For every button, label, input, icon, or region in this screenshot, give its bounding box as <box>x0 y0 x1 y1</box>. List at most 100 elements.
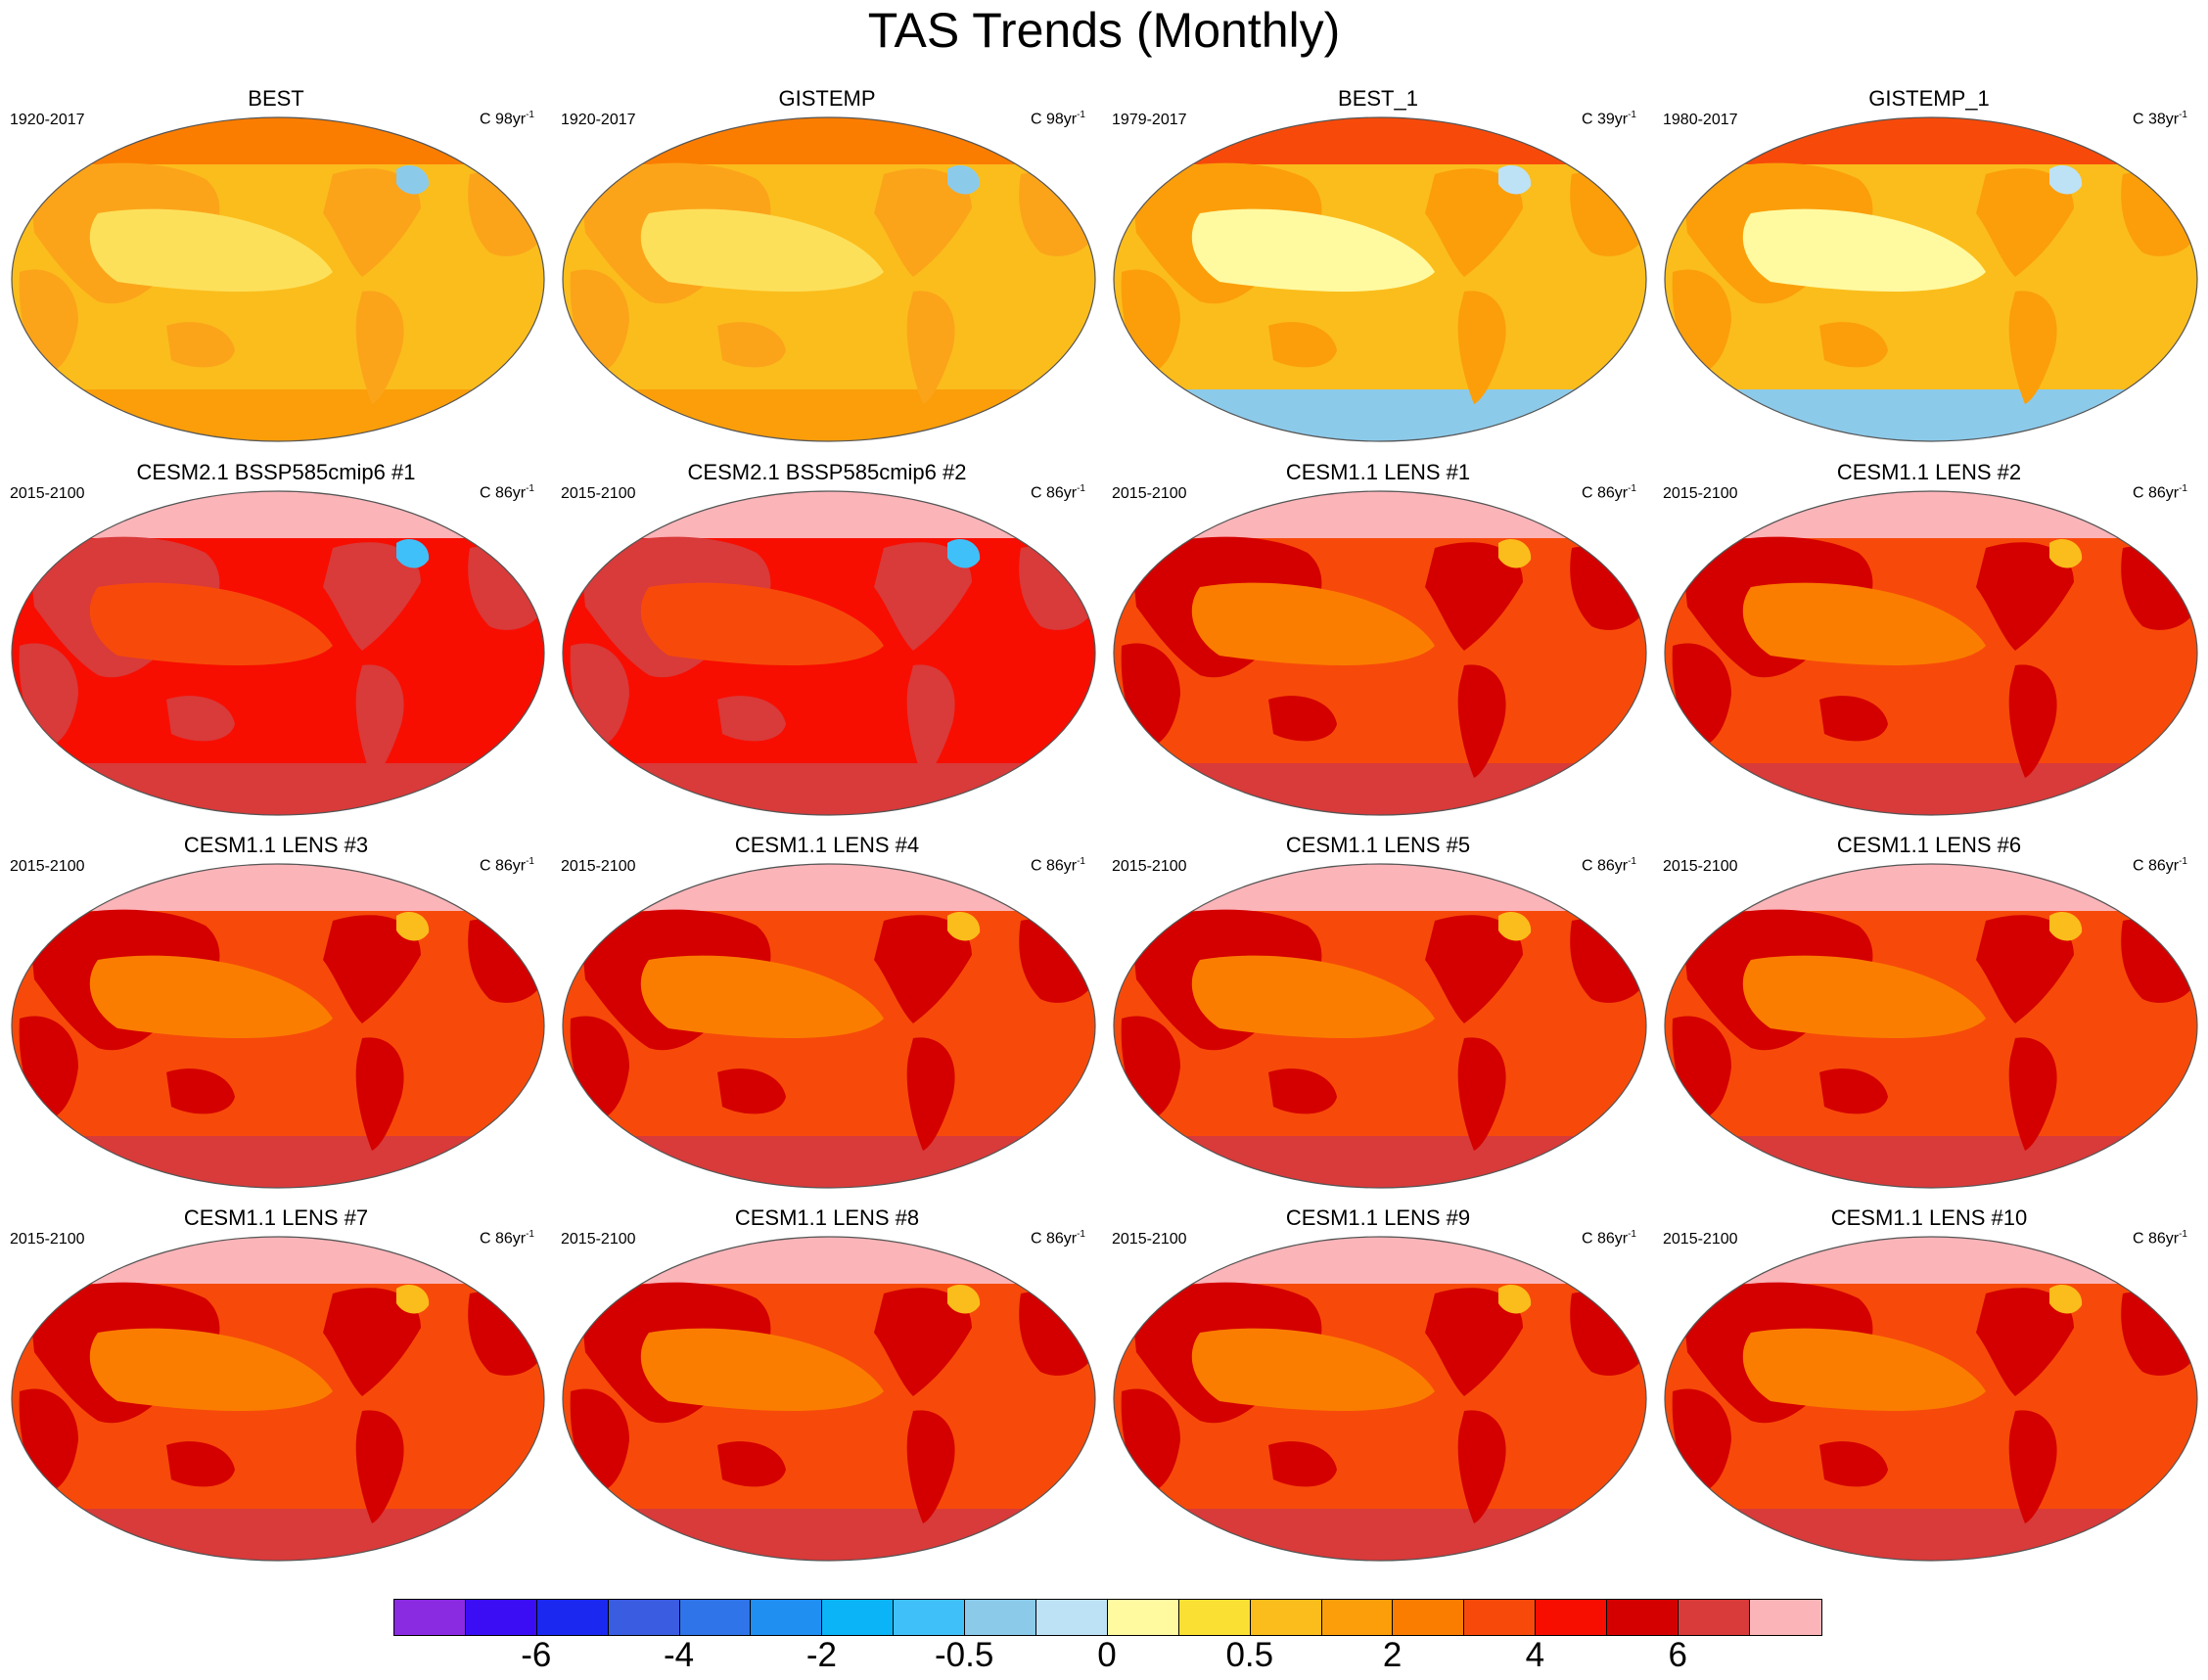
world-map <box>562 863 1096 1189</box>
panel-units: C 86yr-1 <box>479 483 534 502</box>
map-panel: BEST_1 1979-2017 C 39yr-1 <box>1104 86 1652 442</box>
southern-band <box>12 389 544 441</box>
panel-title: CESM1.1 LENS #2 <box>1836 460 2022 484</box>
figure-title: TAS Trends (Monthly) <box>867 3 1341 58</box>
southern-band <box>12 1136 544 1188</box>
highlight-spot <box>947 912 981 941</box>
colorbar-swatch <box>465 1600 537 1635</box>
highlight-spot <box>2049 912 2083 941</box>
panel-title: CESM1.1 LENS #7 <box>183 1205 369 1230</box>
map-outline <box>1113 863 1647 1189</box>
panel-units: C 86yr-1 <box>2132 1229 2187 1248</box>
colorbar-tick-label: 2 <box>1382 1636 1403 1674</box>
world-map <box>11 490 545 816</box>
australia-landmass <box>166 696 235 742</box>
australia-landmass <box>717 322 786 368</box>
southern-band <box>563 389 1095 441</box>
arctic-band <box>1114 1237 1646 1284</box>
panel-units: C 86yr-1 <box>1581 856 1636 875</box>
north-america-landmass <box>323 1288 421 1396</box>
panel-title: CESM1.1 LENS #3 <box>183 833 369 857</box>
south-america-landmass <box>2008 664 2057 778</box>
southern-band <box>1114 763 1646 815</box>
panel-period: 2015-2100 <box>561 1231 636 1248</box>
panel-title: CESM1.1 LENS #1 <box>1285 460 1471 484</box>
map-panel: CESM2.1 BSSP585cmip6 #2 2015-2100 C 86yr-1 <box>553 460 1101 816</box>
colorbar-swatch <box>1679 1600 1750 1635</box>
tropical-band <box>1742 582 1986 665</box>
panel-units: C 86yr-1 <box>1030 1229 1085 1248</box>
australia-landmass <box>1819 696 1888 742</box>
world-map <box>1113 490 1647 816</box>
highlight-spot <box>2049 165 2083 195</box>
colorbar-swatch <box>965 1600 1037 1635</box>
colorbar-swatch <box>1536 1600 1608 1635</box>
highlight-spot <box>2049 1285 2083 1314</box>
panel-units: C 98yr-1 <box>479 110 534 128</box>
highlight-spot <box>396 539 430 568</box>
map-panel: CESM1.1 LENS #9 2015-2100 C 86yr-1 <box>1104 1205 1652 1562</box>
north-america-landmass <box>1976 168 2074 277</box>
panel-period: 2015-2100 <box>561 858 636 875</box>
world-map <box>562 116 1096 442</box>
panel-period: 2015-2100 <box>10 858 85 875</box>
map-panel: CESM1.1 LENS #7 2015-2100 C 86yr-1 <box>2 1205 550 1562</box>
panel-period: 2015-2100 <box>1112 1231 1187 1248</box>
colorbar-swatch <box>751 1600 823 1635</box>
australia-landmass <box>166 322 235 368</box>
tropical-band <box>640 955 884 1038</box>
panel-title: BEST <box>248 86 304 111</box>
australia-landmass <box>1268 696 1337 742</box>
arctic-band <box>563 491 1095 538</box>
highlight-spot <box>396 165 430 195</box>
world-map <box>11 116 545 442</box>
world-map <box>1664 116 2198 442</box>
panel-period: 2015-2100 <box>10 485 85 502</box>
australia-landmass <box>1819 322 1888 368</box>
panel-units: C 86yr-1 <box>1581 483 1636 502</box>
arctic-band <box>1665 117 2197 164</box>
panel-period: 2015-2100 <box>1663 485 1738 502</box>
panel-title: CESM2.1 BSSP585cmip6 #2 <box>687 460 967 484</box>
colorbar-swatch <box>1250 1600 1322 1635</box>
colorbar-swatch <box>1178 1600 1251 1635</box>
map-outline <box>562 863 1096 1189</box>
world-map <box>1113 863 1647 1189</box>
southern-band <box>1665 1136 2197 1188</box>
north-america-landmass <box>874 1288 972 1396</box>
map-outline <box>11 116 545 442</box>
highlight-spot <box>1498 1285 1532 1314</box>
arctic-band <box>1665 491 2197 538</box>
panel-title: CESM1.1 LENS #8 <box>734 1205 920 1230</box>
tropical-band <box>1191 1328 1435 1411</box>
panel-period: 2015-2100 <box>1663 858 1738 875</box>
southern-band <box>12 1509 544 1561</box>
map-panel: CESM1.1 LENS #2 2015-2100 C 86yr-1 <box>1655 460 2203 816</box>
southern-band <box>563 1509 1095 1561</box>
map-outline <box>11 490 545 816</box>
panel-title: CESM1.1 LENS #10 <box>1830 1205 2028 1230</box>
world-map <box>562 1236 1096 1562</box>
highlight-spot <box>1498 912 1532 941</box>
colorbar-swatch <box>679 1600 752 1635</box>
world-map <box>1664 863 2198 1189</box>
panel-units: C 86yr-1 <box>1030 483 1085 502</box>
colorbar-swatch <box>1464 1600 1537 1635</box>
map-panel: CESM1.1 LENS #6 2015-2100 C 86yr-1 <box>1655 833 2203 1189</box>
arctic-band <box>563 864 1095 911</box>
panel-title: BEST_1 <box>1338 86 1418 111</box>
tropical-band <box>1742 208 1986 292</box>
arctic-band <box>1114 864 1646 911</box>
panel-title: CESM1.1 LENS #4 <box>734 833 920 857</box>
australia-landmass <box>1819 1068 1888 1114</box>
panel-units: C 86yr-1 <box>479 856 534 875</box>
north-america-landmass <box>1976 542 2074 651</box>
tropical-band <box>89 955 333 1038</box>
colorbar-swatch <box>1036 1600 1108 1635</box>
tropical-band <box>640 208 884 292</box>
panel-title: CESM1.1 LENS #6 <box>1836 833 2022 857</box>
south-america-landmass <box>1457 1410 1506 1523</box>
north-america-landmass <box>1425 168 1523 277</box>
world-map <box>1664 1236 2198 1562</box>
map-panel: CESM1.1 LENS #3 2015-2100 C 86yr-1 <box>2 833 550 1189</box>
